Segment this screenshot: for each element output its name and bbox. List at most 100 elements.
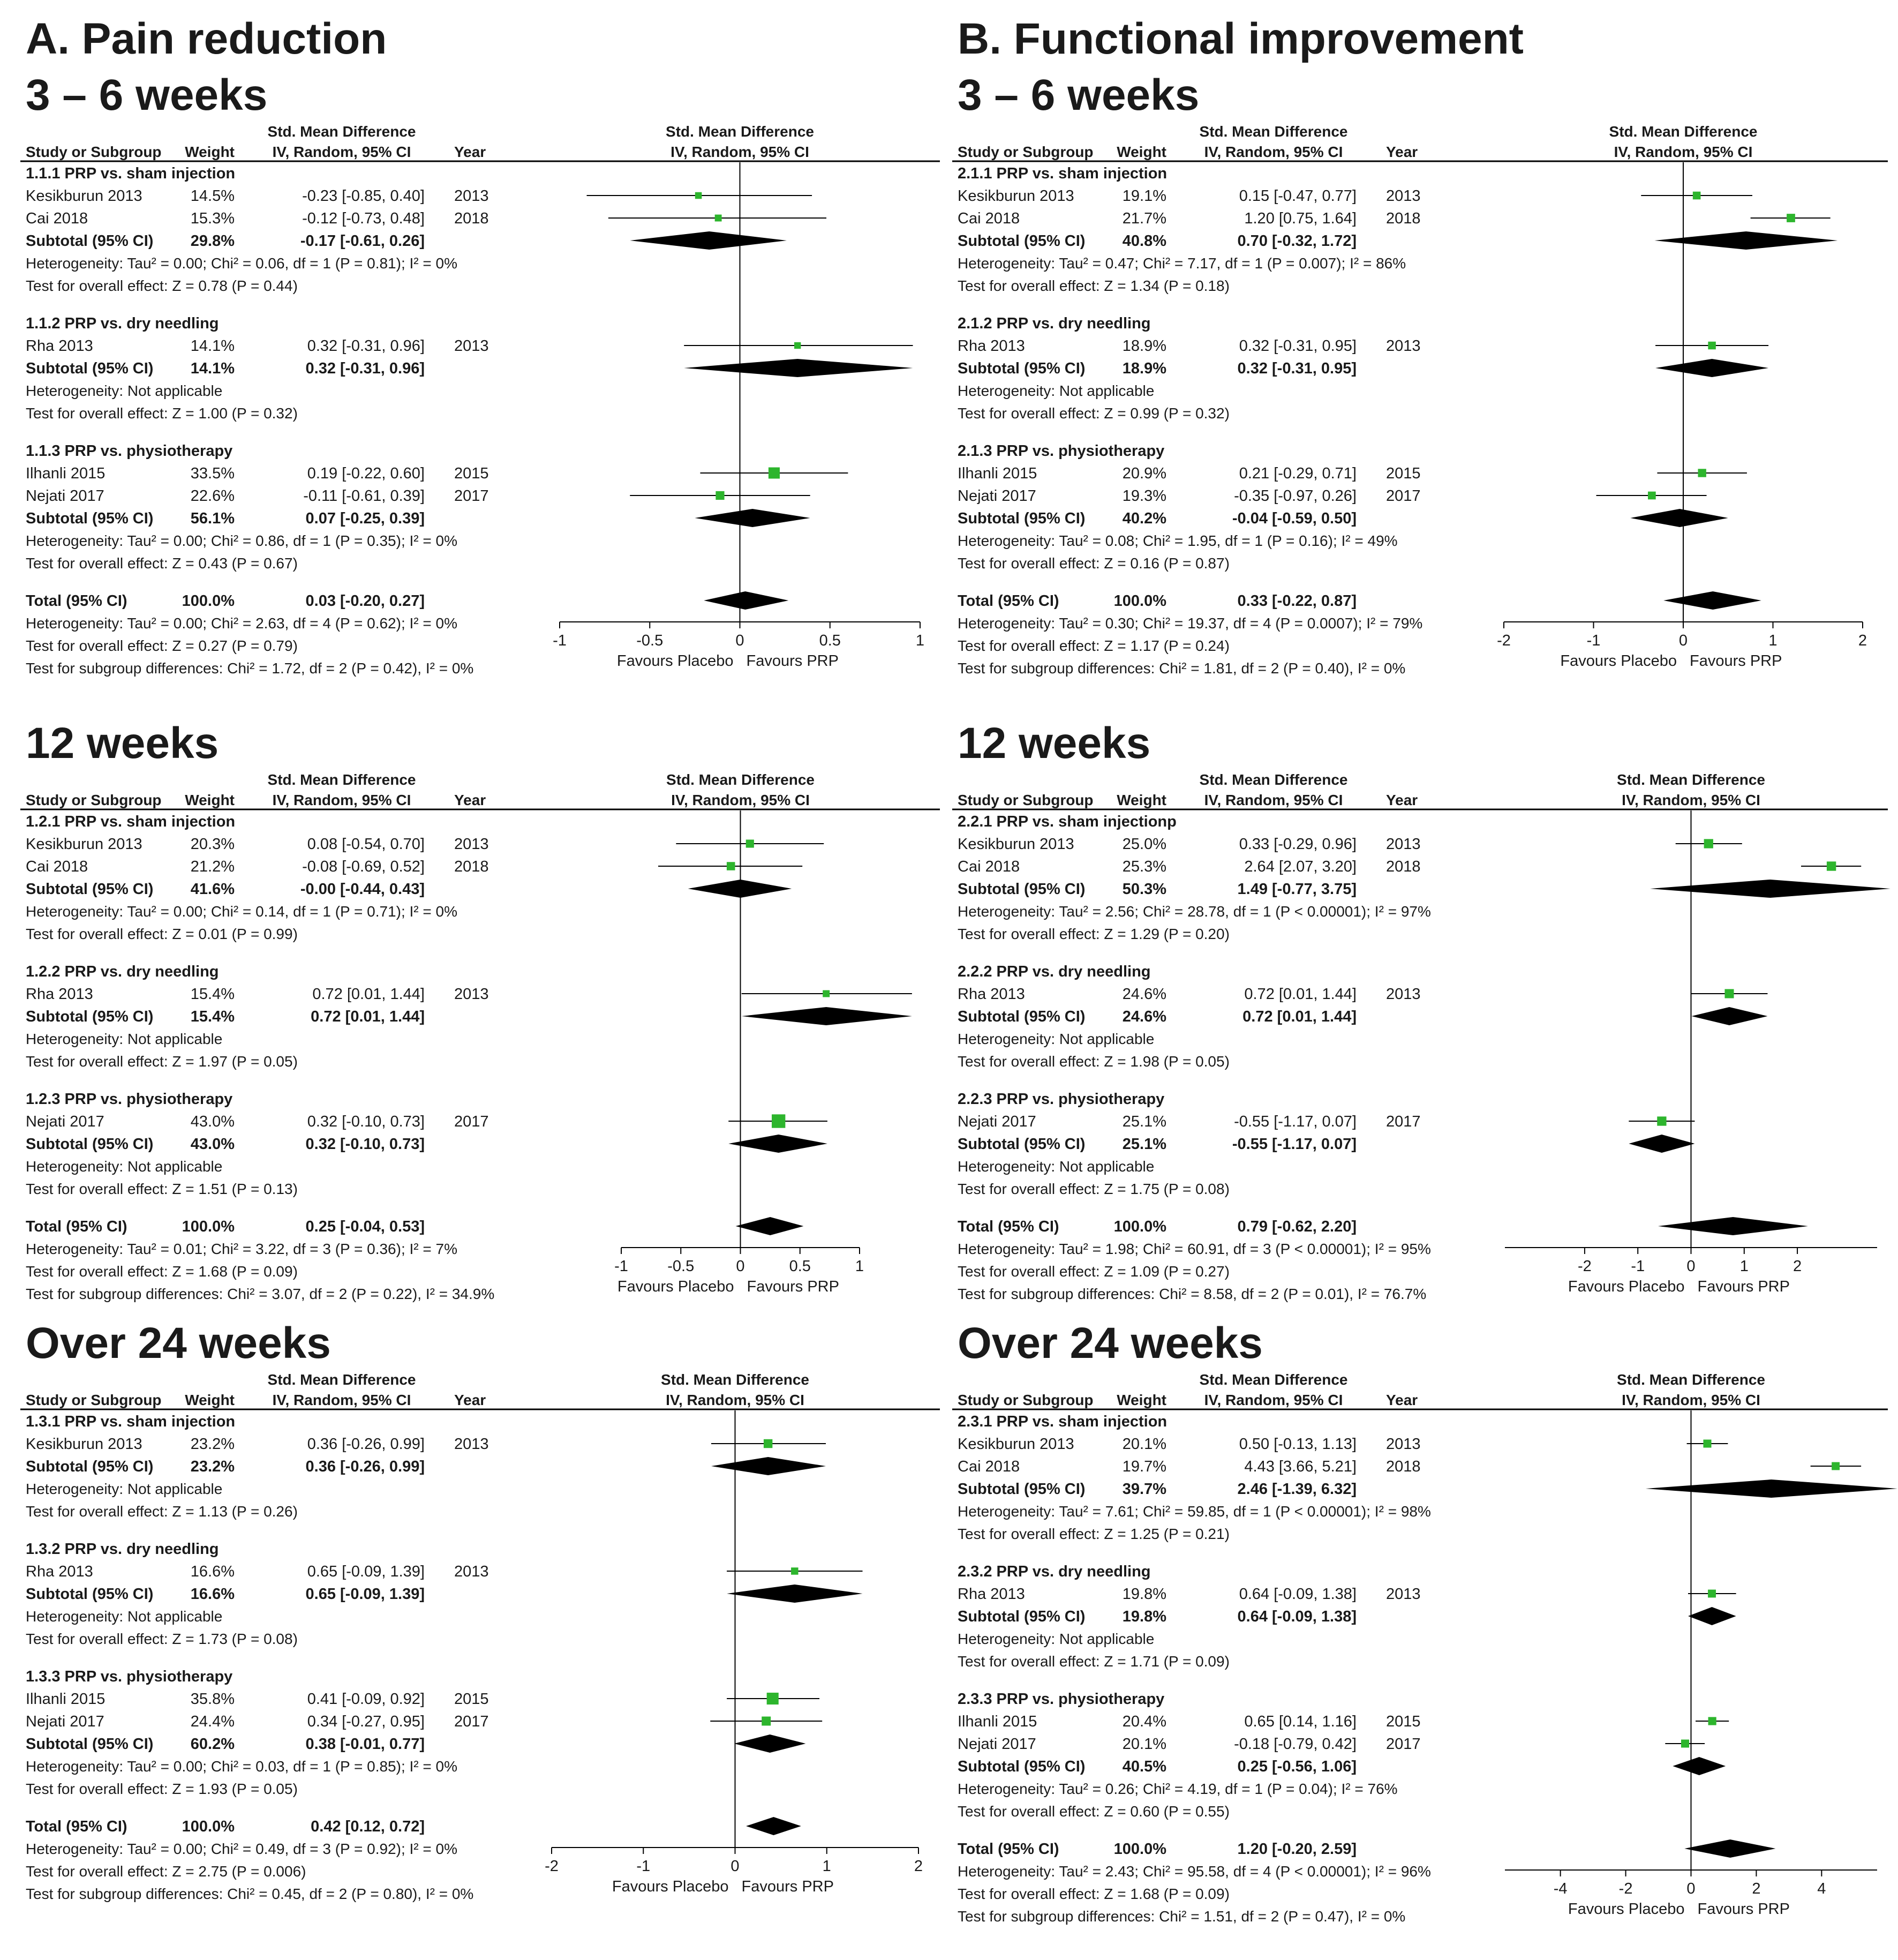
x-tick-label: 2	[914, 1858, 923, 1875]
total-ci: 0.25 [-0.04, 0.53]	[306, 1218, 425, 1235]
subgroup-statistic: Heterogeneity: Not applicable	[26, 1608, 222, 1625]
subtotal-weight: 18.9%	[1123, 360, 1166, 377]
subgroup-statistic: Heterogeneity: Tau² = 0.47; Chi² = 7.17,…	[958, 255, 1406, 272]
study-point	[726, 862, 735, 870]
study-weight: 25.1%	[1123, 1113, 1166, 1130]
column-header-weight: Weight	[185, 1392, 235, 1408]
study-point	[763, 1439, 773, 1448]
study-year: 2013	[454, 836, 489, 853]
column-header-smd: Std. Mean Difference	[268, 123, 416, 140]
study-year: 2017	[454, 1713, 489, 1730]
study-point	[715, 491, 725, 500]
x-tick-label: 0	[1679, 632, 1688, 649]
study-ci: 0.19 [-0.22, 0.60]	[307, 465, 425, 482]
subtotal-ci: -0.04 [-0.59, 0.50]	[1232, 510, 1357, 527]
study-point	[1657, 1116, 1667, 1126]
subgroup-statistic: Test for overall effect: Z = 1.29 (P = 0…	[958, 926, 1230, 942]
x-tick-label: 1	[916, 632, 924, 649]
study-weight: 25.3%	[1123, 858, 1166, 875]
study-ci: 0.72 [0.01, 1.44]	[312, 986, 425, 1003]
subgroup-label: 2.2.3 PRP vs. physiotherapy	[958, 1091, 1164, 1108]
x-tick-label: 0	[730, 1858, 739, 1875]
study-weight: 24.6%	[1123, 986, 1166, 1003]
study-year: 2017	[454, 487, 489, 505]
subgroup-statistic: Heterogeneity: Not applicable	[26, 1031, 222, 1047]
subtotal-ci: 0.25 [-0.56, 1.06]	[1238, 1758, 1357, 1775]
column-header-year: Year	[454, 1392, 486, 1408]
column-header-smd: Std. Mean Difference	[1200, 771, 1348, 788]
study-weight: 18.9%	[1123, 337, 1166, 355]
column-header-method: IV, Random, 95% CI	[273, 1392, 411, 1408]
x-tick-label: -1	[1631, 1258, 1645, 1275]
subtotal-weight: 43.0%	[191, 1136, 235, 1153]
study-name: Kesikburun 2013	[26, 836, 142, 853]
subgroup-statistic: Heterogeneity: Tau² = 0.26; Chi² = 4.19,…	[958, 1781, 1398, 1797]
subgroup-statistic: Heterogeneity: Not applicable	[958, 382, 1154, 399]
subtotal-diamond	[734, 1734, 806, 1753]
subgroup-statistic: Heterogeneity: Not applicable	[26, 382, 222, 399]
subgroup-statistic: Heterogeneity: Tau² = 0.00; Chi² = 0.03,…	[26, 1758, 457, 1775]
study-name: Kesikburun 2013	[958, 187, 1074, 205]
study-ci: 0.32 [-0.31, 0.96]	[307, 337, 425, 355]
study-ci: -0.11 [-0.61, 0.39]	[303, 487, 425, 505]
study-name: Rha 2013	[26, 337, 93, 355]
column-header-weight: Weight	[1117, 792, 1166, 808]
overall-statistic: Test for subgroup differences: Chi² = 3.…	[26, 1286, 494, 1302]
x-tick-label: -1	[636, 1858, 650, 1875]
study-ci: 0.08 [-0.54, 0.70]	[307, 836, 425, 853]
study-ci: -0.35 [-0.97, 0.26]	[1234, 487, 1357, 505]
column-header-study: Study or Subgroup	[26, 1392, 162, 1408]
total-weight: 100.0%	[182, 1218, 235, 1235]
total-label: Total (95% CI)	[26, 592, 127, 610]
favours-prp-label: Favours PRP	[1698, 1278, 1790, 1295]
subtotal-label: Subtotal (95% CI)	[26, 360, 153, 377]
study-weight: 15.3%	[191, 210, 235, 227]
subtotal-diamond	[1629, 1135, 1695, 1153]
total-ci: 0.42 [0.12, 0.72]	[311, 1818, 425, 1835]
study-ci: 0.65 [-0.09, 1.39]	[307, 1563, 425, 1580]
overall-statistic: Heterogeneity: Tau² = 0.00; Chi² = 2.63,…	[26, 615, 457, 632]
study-ci: 0.36 [-0.26, 0.99]	[307, 1436, 425, 1453]
study-name: Cai 2018	[958, 1458, 1020, 1475]
study-name: Cai 2018	[26, 858, 88, 875]
x-tick-label: -2	[1578, 1258, 1592, 1275]
study-year: 2013	[1386, 1436, 1421, 1453]
subgroup-statistic: Heterogeneity: Not applicable	[958, 1631, 1154, 1647]
subtotal-ci: 0.36 [-0.26, 0.99]	[306, 1458, 425, 1475]
column-header-year: Year	[1386, 792, 1418, 808]
total-ci: 0.03 [-0.20, 0.27]	[306, 592, 425, 610]
column-header-year: Year	[454, 792, 486, 808]
study-weight: 22.6%	[191, 487, 235, 505]
overall-statistic: Test for overall effect: Z = 1.68 (P = 0…	[26, 1263, 298, 1280]
column-header-year: Year	[454, 144, 486, 160]
column-header-method: IV, Random, 95% CI	[1204, 792, 1343, 808]
favours-placebo-label: Favours Placebo	[1568, 1901, 1685, 1918]
study-ci: 0.33 [-0.29, 0.96]	[1239, 836, 1357, 853]
subtotal-label: Subtotal (95% CI)	[958, 1136, 1085, 1153]
favours-placebo-label: Favours Placebo	[617, 652, 734, 670]
study-year: 2017	[1386, 1113, 1421, 1130]
study-year: 2013	[454, 1563, 489, 1580]
subgroup-label: 2.2.2 PRP vs. dry needling	[958, 963, 1151, 980]
study-year: 2018	[1386, 210, 1421, 227]
subgroup-label: 1.3.2 PRP vs. dry needling	[26, 1541, 219, 1558]
subgroup-statistic: Test for overall effect: Z = 0.43 (P = 0…	[26, 555, 298, 572]
study-weight: 20.1%	[1123, 1436, 1166, 1453]
study-weight: 19.7%	[1123, 1458, 1166, 1475]
total-ci: 1.20 [-0.20, 2.59]	[1238, 1841, 1357, 1858]
subgroup-statistic: Heterogeneity: Tau² = 0.00; Chi² = 0.14,…	[26, 903, 457, 920]
subgroup-label: 2.1.2 PRP vs. dry needling	[958, 315, 1151, 332]
subtotal-label: Subtotal (95% CI)	[26, 510, 153, 527]
column-header-method: IV, Random, 95% CI	[1204, 1392, 1343, 1408]
study-point	[714, 214, 722, 222]
study-weight: 19.8%	[1123, 1586, 1166, 1603]
study-ci: -0.23 [-0.85, 0.40]	[302, 187, 425, 205]
total-diamond	[735, 1217, 804, 1235]
column-header-study: Study or Subgroup	[958, 1392, 1094, 1408]
x-tick-label: -2	[1497, 632, 1511, 649]
x-tick-label: -0.5	[667, 1258, 694, 1275]
subgroup-statistic: Heterogeneity: Tau² = 2.56; Chi² = 28.78…	[958, 903, 1431, 920]
subtotal-ci: 1.49 [-0.77, 3.75]	[1238, 881, 1357, 898]
subgroup-statistic: Heterogeneity: Not applicable	[26, 1158, 222, 1175]
